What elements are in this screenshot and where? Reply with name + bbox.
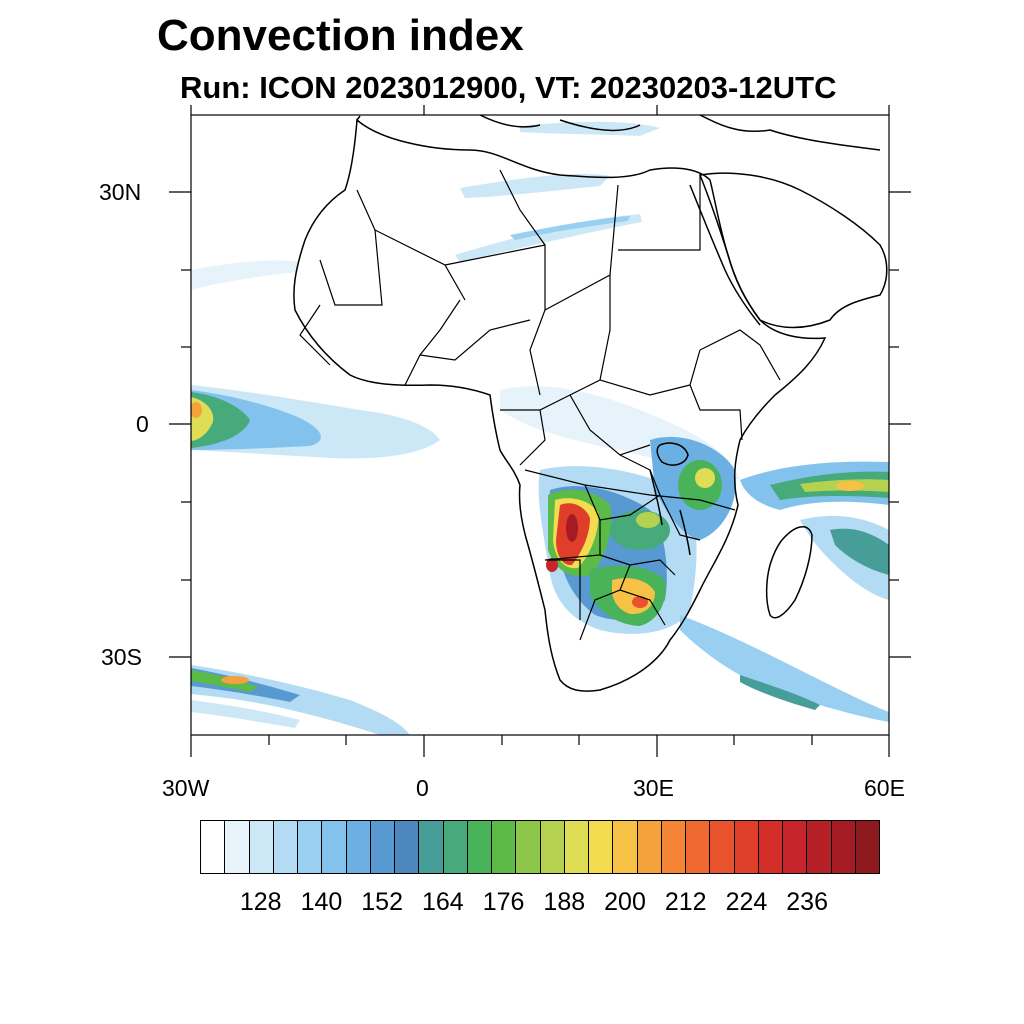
country-borders bbox=[299, 169, 781, 641]
axis-ticks bbox=[169, 105, 911, 757]
colorbar-swatch bbox=[249, 821, 274, 873]
zimbabwe-red bbox=[632, 596, 648, 608]
namibia-peak bbox=[546, 558, 558, 572]
colorbar-swatch bbox=[807, 821, 832, 873]
madagascar-east-core bbox=[830, 528, 889, 575]
colorbar-swatch bbox=[443, 821, 468, 873]
se-frontal-band bbox=[680, 615, 889, 722]
atlantic-itcz-hot bbox=[191, 402, 202, 418]
colorbar-swatch bbox=[637, 821, 662, 873]
lake-victoria bbox=[656, 442, 689, 466]
arabia-coastline bbox=[698, 172, 888, 329]
west-coast-band bbox=[191, 260, 300, 290]
saharan-band-2 bbox=[455, 214, 642, 262]
lake-tanganyika bbox=[649, 469, 663, 526]
colorbar-swatch bbox=[346, 821, 371, 873]
med-band bbox=[520, 121, 660, 136]
lat-label-0: 0 bbox=[136, 411, 149, 437]
angola-peak bbox=[566, 514, 578, 542]
plot-frame bbox=[190, 114, 890, 736]
colorbar-swatch bbox=[855, 821, 879, 873]
map-subtitle: Run: ICON 2023012900, VT: 20230203-12UTC bbox=[180, 70, 837, 105]
colorbar-swatch bbox=[273, 821, 298, 873]
colorbar-swatch bbox=[613, 821, 638, 873]
colorbar-swatch bbox=[564, 821, 589, 873]
coastlines bbox=[293, 115, 888, 692]
colorbar-tick-label: 140 bbox=[300, 888, 343, 916]
colorbar-tick-label: 128 bbox=[239, 888, 282, 916]
colorbar-swatch bbox=[395, 821, 420, 873]
colorbar-swatch bbox=[298, 821, 323, 873]
colorbar-swatch bbox=[370, 821, 395, 873]
colorbar-tick-label: 224 bbox=[725, 888, 768, 916]
colorbar-tick-label: 164 bbox=[421, 888, 464, 916]
indian-ocean-hot bbox=[836, 481, 864, 491]
colorbar-tick-label: 200 bbox=[604, 888, 646, 916]
colorbar-swatch bbox=[783, 821, 808, 873]
lon-label-60e: 60E bbox=[864, 775, 905, 801]
colorbar-swatch bbox=[419, 821, 444, 873]
zambia-yellow bbox=[636, 512, 660, 528]
colorbar-swatch bbox=[734, 821, 759, 873]
lon-label-30w: 30W bbox=[162, 775, 210, 801]
colorbar-swatch bbox=[758, 821, 783, 873]
lat-label-30s: 30S bbox=[101, 644, 142, 670]
saharan-band bbox=[460, 173, 610, 198]
saharan-band-core bbox=[510, 216, 630, 240]
colorbar-tick-label: 176 bbox=[482, 888, 525, 916]
colorbar-swatch bbox=[589, 821, 614, 873]
colorbar-swatch bbox=[467, 821, 492, 873]
colorbar-swatch bbox=[201, 821, 226, 873]
colorbar-swatch bbox=[710, 821, 735, 873]
colorbar-swatch bbox=[686, 821, 711, 873]
red-sea bbox=[689, 184, 761, 326]
colorbar bbox=[200, 820, 880, 874]
convection-field bbox=[191, 121, 889, 735]
border-lines bbox=[299, 169, 781, 641]
colorbar-swatch bbox=[492, 821, 517, 873]
colorbar-swatch bbox=[661, 821, 686, 873]
colorbar-swatch bbox=[540, 821, 565, 873]
colorbar-swatch bbox=[516, 821, 541, 873]
colorbar-swatch bbox=[322, 821, 347, 873]
colorbar-tick-label: 212 bbox=[664, 888, 707, 916]
lon-label-0: 0 bbox=[416, 775, 429, 801]
colorbar-tick-label: 188 bbox=[543, 888, 586, 916]
colorbar-swatch bbox=[225, 821, 250, 873]
southwest-band bbox=[191, 700, 300, 728]
south-atlantic-peak bbox=[221, 676, 249, 684]
se-frontal-core bbox=[740, 675, 820, 710]
east-africa-yellow bbox=[695, 468, 715, 488]
colorbar-tick-label: 152 bbox=[361, 888, 403, 916]
map-title: Convection index bbox=[157, 11, 524, 60]
europe-coastline bbox=[356, 115, 881, 151]
lake-malawi bbox=[679, 509, 691, 556]
madagascar-coastline bbox=[765, 526, 813, 619]
lat-label-30n: 30N bbox=[99, 179, 142, 205]
colorbar-swatch bbox=[831, 821, 856, 873]
colorbar-tick-label: 236 bbox=[786, 888, 828, 916]
lon-label-30e: 30E bbox=[633, 775, 674, 801]
